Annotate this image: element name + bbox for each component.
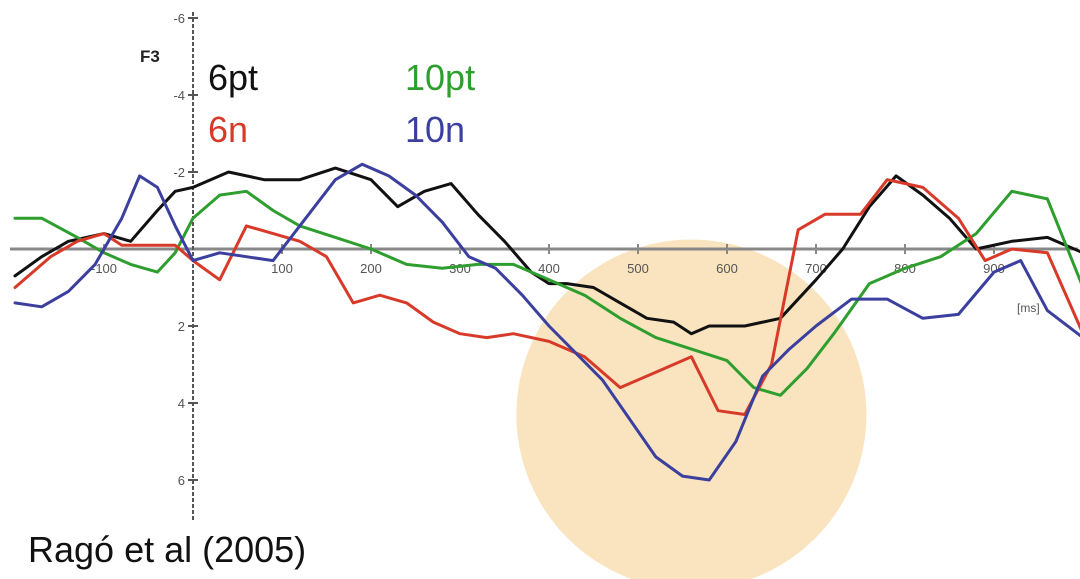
x-tick-label: 100 [271, 261, 293, 276]
series-line-10n [13, 162, 1080, 482]
x-tick-label: 700 [805, 261, 827, 276]
legend-label-10pt: 10pt [405, 57, 475, 98]
x-tick-label: -100 [91, 261, 117, 276]
legend-label-6n: 6n [208, 109, 248, 150]
series-layer [13, 162, 1080, 482]
highlight-circle [516, 239, 867, 579]
citation: Ragó et al (2005) [28, 529, 306, 570]
legend-label-10n: 10n [405, 109, 465, 150]
x-tick-label: 600 [716, 261, 738, 276]
series-line-10pt [13, 189, 1080, 397]
x-tick-label: 900 [983, 261, 1005, 276]
y-tick-label: 4 [178, 396, 185, 411]
legend-label-6pt: 6pt [208, 57, 258, 98]
x-tick-label: 500 [627, 261, 649, 276]
channel-label: F3 [140, 47, 160, 66]
legend: 6pt 10pt 6n 10n [208, 57, 475, 150]
y-tick-label: -4 [173, 88, 185, 103]
x-tick-label: 400 [538, 261, 560, 276]
y-tick-label: 6 [178, 473, 185, 488]
y-ticks: -6 -4 -2 2 4 6 [173, 11, 198, 488]
y-tick-label: 2 [178, 319, 185, 334]
y-tick-label: -2 [173, 165, 185, 180]
x-unit-label: [ms] [1017, 301, 1040, 315]
y-tick-label: -6 [173, 11, 185, 26]
series-line-6pt [13, 166, 1080, 336]
series-line-6n [13, 178, 1080, 416]
x-tick-label: 200 [360, 261, 382, 276]
